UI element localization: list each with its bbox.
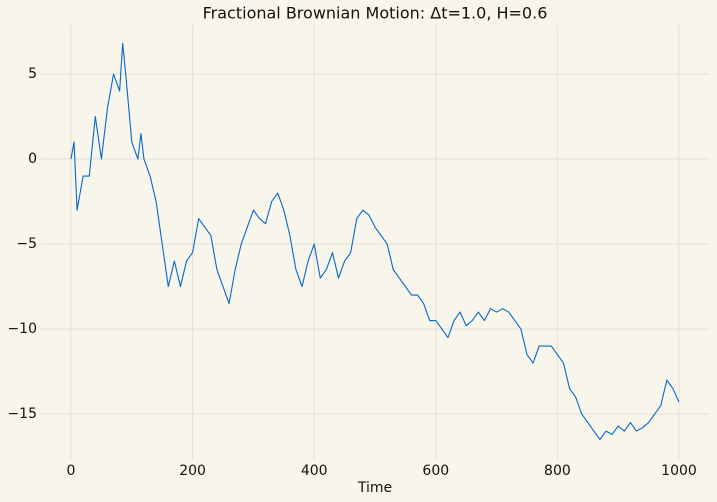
x-tick-label: 400 [301,463,328,479]
x-tick-label: 800 [544,463,571,479]
x-axis-label: Time [357,480,392,496]
x-tick-label: 600 [422,463,449,479]
data-line [70,42,680,441]
x-tick-label: 1000 [661,463,697,479]
y-tick-label: 0 [28,151,37,167]
y-tick-label: −15 [7,406,37,422]
y-tick-label: −10 [7,321,37,337]
y-tick-label: 5 [28,66,37,82]
x-tick-label: 200 [179,463,206,479]
chart-title: Fractional Brownian Motion: Δt=1.0, H=0.… [203,4,548,23]
x-tick-label: 0 [67,463,76,479]
y-tick-label: −5 [16,236,37,252]
